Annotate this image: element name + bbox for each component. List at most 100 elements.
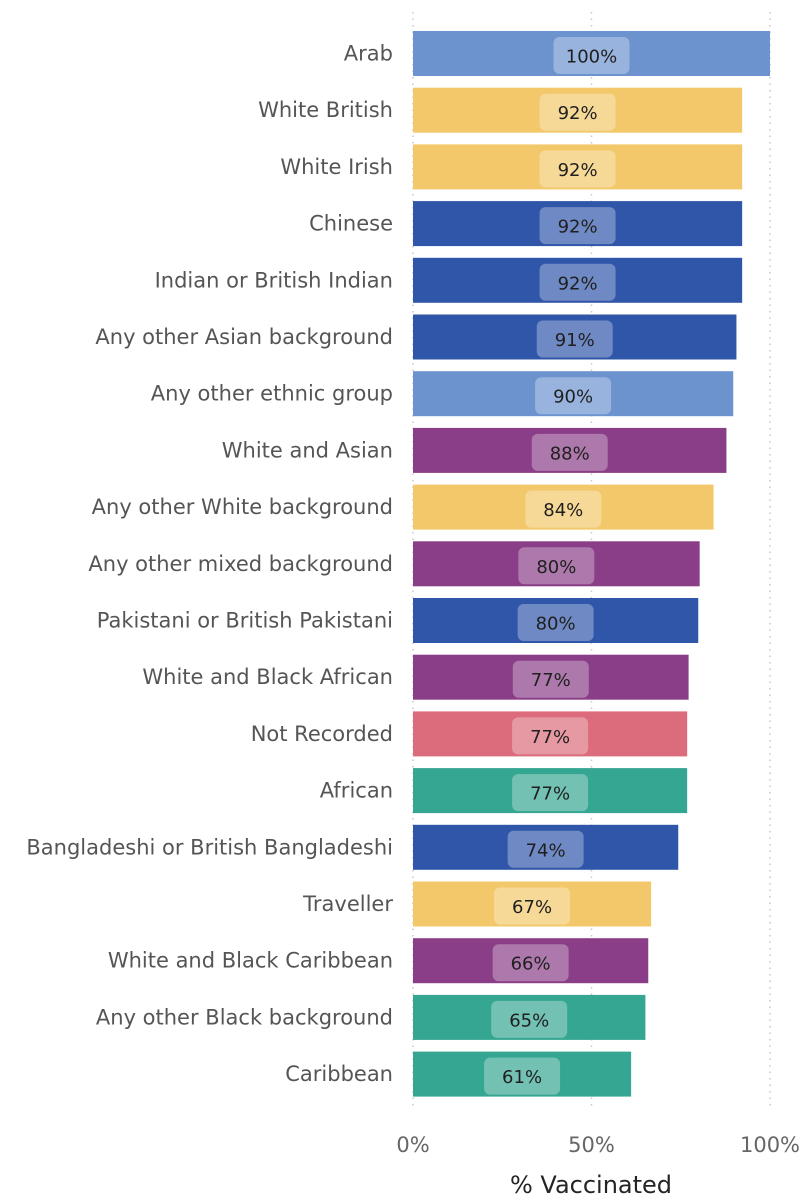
x-tick-label: 0% bbox=[396, 1133, 429, 1157]
category-label: Traveller bbox=[302, 892, 393, 916]
category-labels: Arab White British White Irish Chinese India… bbox=[26, 42, 393, 1087]
bar bbox=[413, 994, 646, 1040]
x-axis-ticks: 0% 50% 100% bbox=[396, 1133, 800, 1157]
category-label: Any other White background bbox=[92, 495, 393, 519]
category-label: Caribbean bbox=[285, 1062, 393, 1086]
category-label: White and Asian bbox=[222, 438, 393, 462]
bar bbox=[413, 427, 727, 473]
data-label: 92% bbox=[558, 160, 598, 181]
data-label-background bbox=[553, 37, 630, 74]
data-label-background bbox=[539, 263, 616, 301]
data-label-background bbox=[491, 1000, 568, 1038]
data-label: 67% bbox=[512, 897, 552, 918]
data-label: 92% bbox=[558, 273, 598, 294]
data-label: 92% bbox=[558, 217, 598, 238]
data-label-background bbox=[484, 1057, 561, 1095]
data-label-background bbox=[494, 887, 571, 925]
category-label: Indian or British Indian bbox=[155, 268, 393, 292]
data-label: 88% bbox=[550, 443, 590, 464]
bar-group: 92% bbox=[413, 87, 743, 133]
data-label-background bbox=[531, 433, 608, 471]
category-label: Any other Asian background bbox=[95, 325, 393, 349]
data-label: 74% bbox=[526, 840, 566, 861]
bar bbox=[413, 257, 743, 303]
data-label: 92% bbox=[558, 103, 598, 124]
bar bbox=[413, 1051, 632, 1097]
category-label: Pakistani or British Pakistani bbox=[97, 609, 393, 633]
bar-group: 77% bbox=[413, 654, 689, 700]
bar bbox=[413, 371, 734, 417]
category-label: Any other mixed background bbox=[88, 552, 393, 576]
data-label-background bbox=[539, 207, 616, 245]
data-label: 91% bbox=[555, 330, 595, 351]
bars: 100% 92% 92% 92% 92% 91% 90% 88% 84% 80% 80% 77% 77%… bbox=[413, 31, 770, 1097]
category-label: Any other ethnic group bbox=[151, 382, 393, 406]
data-label-background bbox=[539, 93, 616, 131]
bar bbox=[413, 824, 679, 870]
bar bbox=[413, 541, 700, 587]
bar bbox=[413, 938, 649, 984]
data-label-background bbox=[492, 944, 569, 982]
data-label-background bbox=[512, 660, 589, 698]
bar bbox=[413, 598, 699, 643]
bar bbox=[413, 31, 770, 76]
bar-group: 92% bbox=[413, 144, 743, 190]
data-label-background bbox=[517, 604, 594, 641]
bar bbox=[413, 881, 652, 927]
data-label: 65% bbox=[509, 1010, 549, 1031]
bar-group: 100% bbox=[413, 31, 770, 76]
bar bbox=[413, 87, 743, 133]
bar-group: 91% bbox=[413, 314, 737, 360]
bar-group: 67% bbox=[413, 881, 652, 927]
category-label: African bbox=[320, 779, 393, 803]
category-label: Bangladeshi or British Bangladeshi bbox=[26, 835, 393, 859]
category-label: Not Recorded bbox=[251, 722, 393, 746]
data-label: 77% bbox=[531, 670, 571, 691]
gridlines bbox=[412, 12, 771, 1110]
data-label-background bbox=[512, 774, 589, 812]
data-label: 77% bbox=[530, 727, 570, 748]
data-label: 90% bbox=[553, 387, 593, 408]
x-tick-label: 100% bbox=[740, 1133, 800, 1157]
x-axis-title: % Vaccinated bbox=[510, 1171, 672, 1199]
bar-group: 80% bbox=[413, 541, 700, 587]
bar-group: 84% bbox=[413, 484, 714, 530]
data-label: 100% bbox=[566, 47, 617, 68]
data-label-background bbox=[536, 320, 613, 358]
bar bbox=[413, 201, 743, 247]
bar-group: 65% bbox=[413, 994, 646, 1040]
category-label: White Irish bbox=[280, 155, 393, 179]
bar-group: 66% bbox=[413, 938, 649, 984]
bar-group: 92% bbox=[413, 257, 743, 303]
category-label: Any other Black background bbox=[96, 1005, 393, 1029]
data-label-background bbox=[535, 377, 612, 415]
data-label: 84% bbox=[543, 500, 583, 521]
bar-group: 74% bbox=[413, 824, 679, 870]
bar-group: 61% bbox=[413, 1051, 632, 1097]
bar bbox=[413, 654, 689, 700]
bar-group: 77% bbox=[413, 768, 688, 814]
category-label: White British bbox=[258, 98, 393, 122]
data-label-background bbox=[518, 547, 595, 585]
x-tick-label: 50% bbox=[568, 1133, 615, 1157]
data-label: 80% bbox=[536, 557, 576, 578]
category-label: White and Black African bbox=[142, 665, 393, 689]
category-label: Chinese bbox=[309, 212, 393, 236]
category-label: White and Black Caribbean bbox=[108, 949, 393, 973]
bar bbox=[413, 484, 714, 530]
data-label: 77% bbox=[530, 784, 570, 805]
data-label: 61% bbox=[502, 1067, 542, 1088]
category-label: Arab bbox=[344, 42, 393, 66]
data-label: 80% bbox=[536, 614, 576, 635]
bar bbox=[413, 711, 688, 757]
data-label: 66% bbox=[511, 954, 551, 975]
bar-group: 88% bbox=[413, 427, 727, 473]
bar bbox=[413, 314, 737, 360]
bar-group: 77% bbox=[413, 711, 688, 757]
bar bbox=[413, 768, 688, 814]
bar-group: 80% bbox=[413, 598, 699, 643]
bar-group: 90% bbox=[413, 371, 734, 417]
bar bbox=[413, 144, 743, 190]
bar-group: 92% bbox=[413, 201, 743, 247]
